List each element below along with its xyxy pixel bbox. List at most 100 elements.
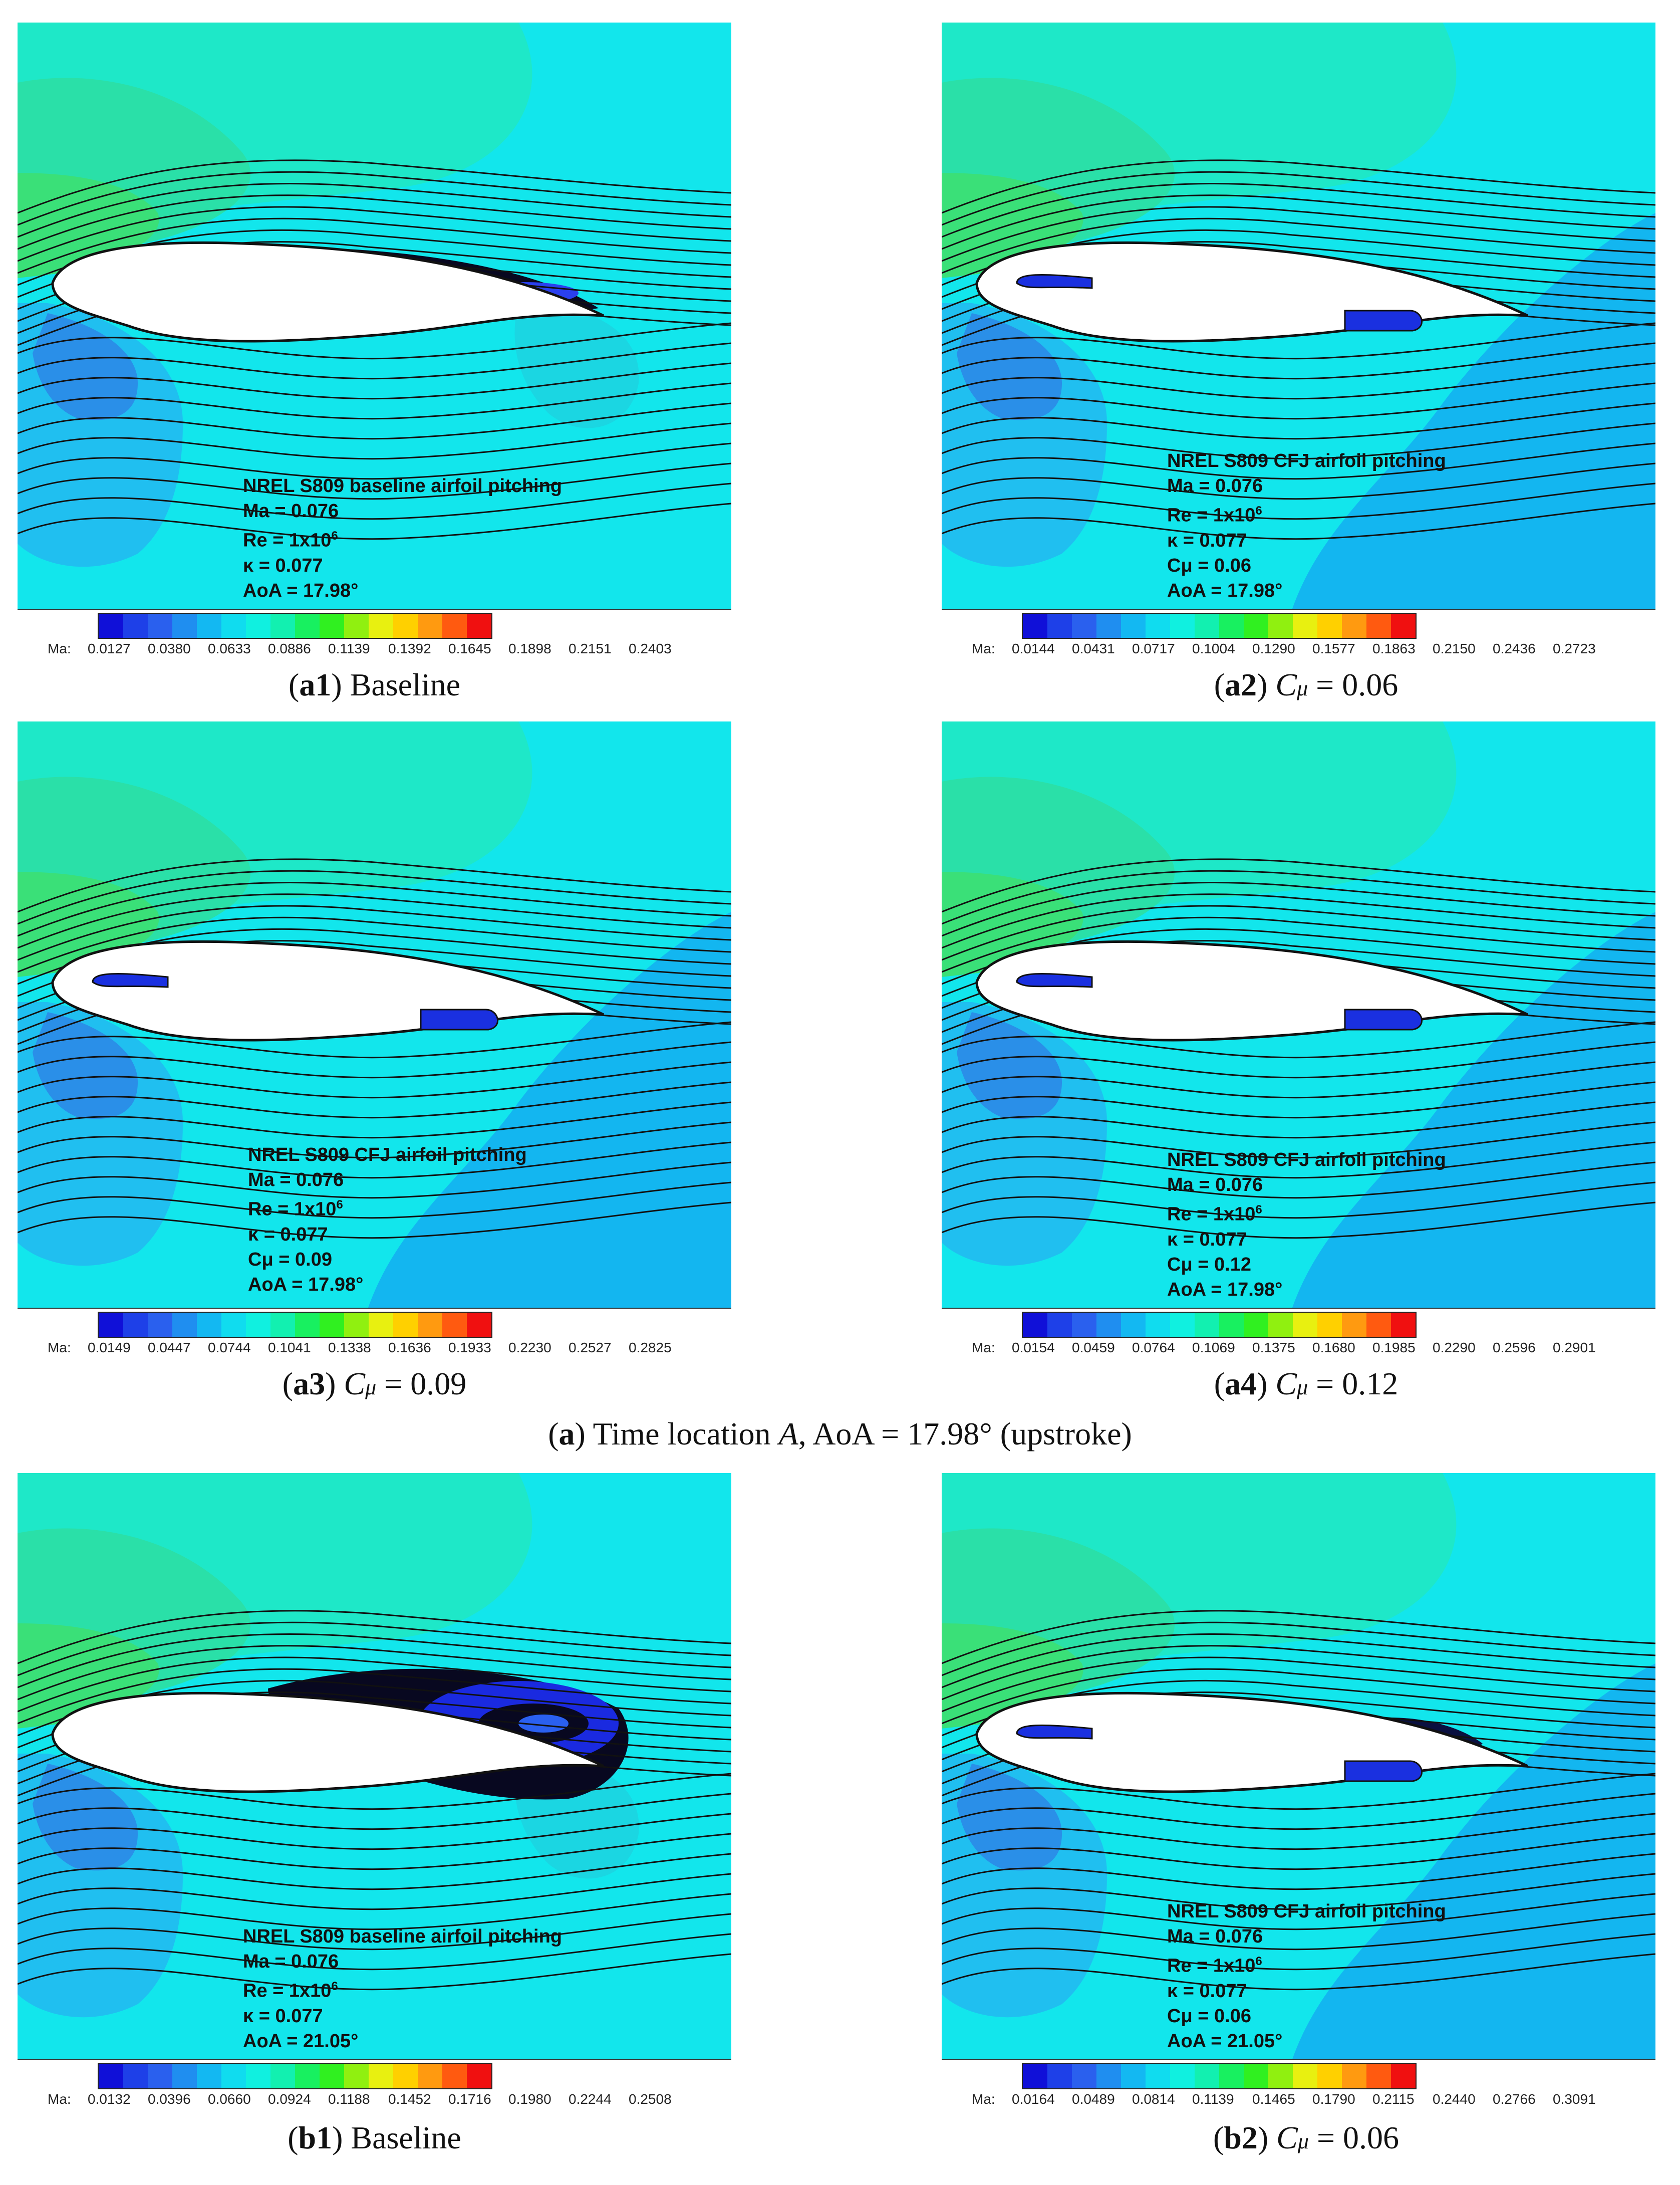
annotation-box: NREL S809 baseline airfoil pitching Ma =…	[243, 473, 562, 603]
colorbar-scale	[1022, 1312, 1417, 1338]
streamline	[18, 194, 731, 250]
colorbar-swatch	[320, 1313, 344, 1337]
colorbar-swatch	[1244, 2064, 1268, 2088]
streamline	[18, 1833, 731, 1870]
streamline	[18, 1793, 731, 1830]
colorbar-tick: 0.1188	[328, 2091, 370, 2107]
colorbar-tick: 0.1465	[1252, 2091, 1295, 2107]
colorbar-tick: 0.0431	[1072, 641, 1115, 656]
colorbar-swatch	[1366, 1313, 1391, 1337]
colorbar-swatch	[1195, 614, 1219, 638]
colorbar-swatch	[344, 1313, 369, 1337]
streamline	[18, 1813, 731, 1850]
colorbar-swatch	[442, 1313, 467, 1337]
colorbar-tick: 0.2825	[629, 1340, 672, 1355]
colorbar-swatch	[197, 614, 221, 638]
streamline	[942, 1853, 1655, 1890]
streamline	[942, 422, 1655, 460]
colorbar-swatch	[246, 2064, 270, 2088]
panel-a2: NREL S809 CFJ airfoil pitching Ma = 0.07…	[942, 23, 1655, 659]
colorbar-tick: 0.2115	[1372, 2091, 1415, 2107]
streamline	[18, 881, 731, 937]
streamline	[18, 182, 731, 238]
annotation-aoa: AoA = 21.05°	[1167, 2030, 1283, 2052]
colorbar-tick: 0.2508	[629, 2091, 672, 2107]
colorbar-swatch	[270, 2064, 295, 2088]
colorbar-swatch	[1219, 1313, 1244, 1337]
colorbar-swatch	[1342, 1313, 1366, 1337]
injection-slot	[1016, 973, 1093, 988]
airfoil-body	[51, 1691, 605, 1793]
colorbar-swatch	[393, 1313, 418, 1337]
colorbar-swatch	[148, 2064, 172, 2088]
colorbar-swatch	[1293, 1313, 1317, 1337]
streamline	[18, 870, 731, 925]
streamline	[942, 402, 1655, 440]
mach-contour-field	[942, 23, 1655, 659]
streamline	[18, 858, 731, 913]
streamline	[942, 1201, 1655, 1239]
colorbar-tick: 0.0764	[1132, 1340, 1175, 1355]
colorbar-swatch	[148, 614, 172, 638]
colorbar-swatch	[1047, 1313, 1072, 1337]
streamline	[942, 1181, 1655, 1219]
colorbar-swatch	[1317, 2064, 1342, 2088]
colorbar-tick: 0.1716	[448, 2091, 491, 2107]
colorbar-swatch	[467, 614, 491, 638]
annotation-reynolds: Re = 1x106	[1167, 1955, 1262, 1977]
colorbar-swatch	[123, 2064, 148, 2088]
colorbar-tick: 0.2440	[1433, 2091, 1476, 2107]
colorbar-tick: 0.0924	[268, 2091, 311, 2107]
colorbar-tick: 0.1898	[508, 641, 551, 656]
colorbar-swatch	[1219, 614, 1244, 638]
annotation-cmu: Cμ = 0.06	[1167, 555, 1251, 576]
colorbar-swatch	[270, 614, 295, 638]
annotation-aoa: AoA = 21.05°	[243, 2030, 359, 2052]
colorbar-scale	[98, 1312, 492, 1338]
colorbar-swatch	[172, 2064, 197, 2088]
colorbar-swatch	[1121, 2064, 1146, 2088]
annotation-reynolds: Re = 1x106	[1167, 1203, 1262, 1225]
streamline	[942, 1656, 1655, 1713]
streamline	[18, 482, 731, 520]
wake-low-speed	[1292, 213, 1655, 609]
colorbar-swatch	[320, 614, 344, 638]
colorbar-tick: 0.0447	[148, 1340, 191, 1355]
streamline	[942, 1933, 1655, 1971]
streamline	[18, 1933, 731, 1971]
streamline	[942, 916, 1655, 973]
colorbar-swatch	[1366, 2064, 1391, 2088]
annotation-title: NREL S809 CFJ airfoil pitching	[248, 1144, 527, 1165]
colorbar: Ma: 0.0132 0.0396 0.0660 0.0924 0.1188 0.1452 0…	[18, 2059, 731, 2109]
group-caption-a: (a) Time location A, AoA = 17.98° (upstr…	[548, 1416, 1132, 1451]
colorbar-swatch	[99, 2064, 123, 2088]
colorbar-swatch	[1293, 2064, 1317, 2088]
colorbar-tick: 0.1680	[1312, 1340, 1355, 1355]
wake-low-speed	[1292, 912, 1655, 1308]
streamline	[942, 881, 1655, 937]
colorbar-swatch	[1072, 1313, 1096, 1337]
streamline	[18, 1141, 731, 1179]
colorbar-tick: 0.2244	[569, 2091, 612, 2107]
streamline	[18, 916, 731, 973]
streamline	[18, 1201, 731, 1239]
caption-b2: (b2) Cμ = 0.06	[1213, 2120, 1399, 2155]
annotation-mach: Ma = 0.076	[243, 1951, 339, 1972]
colorbar-swatch	[1366, 614, 1391, 638]
streamline	[942, 1953, 1655, 1991]
caption-a3: (a3) Cμ = 0.09	[282, 1366, 467, 1401]
colorbar-label: Ma:	[48, 2091, 71, 2107]
colorbar-tick: 0.0886	[268, 641, 311, 656]
colorbar-tick: 0.1645	[448, 641, 491, 656]
streamline	[18, 1873, 731, 1910]
colorbar-swatch	[1121, 1313, 1146, 1337]
streamline	[18, 1656, 731, 1713]
streamline	[942, 1645, 1655, 1701]
colorbar-swatch	[393, 614, 418, 638]
colorbar-tick: 0.2596	[1493, 1340, 1536, 1355]
leading-edge-low-speed	[33, 1012, 138, 1119]
streamline	[942, 893, 1655, 949]
streamline	[942, 1021, 1655, 1059]
mach-contour-field	[18, 721, 731, 1358]
mach-contour-field	[18, 23, 731, 659]
